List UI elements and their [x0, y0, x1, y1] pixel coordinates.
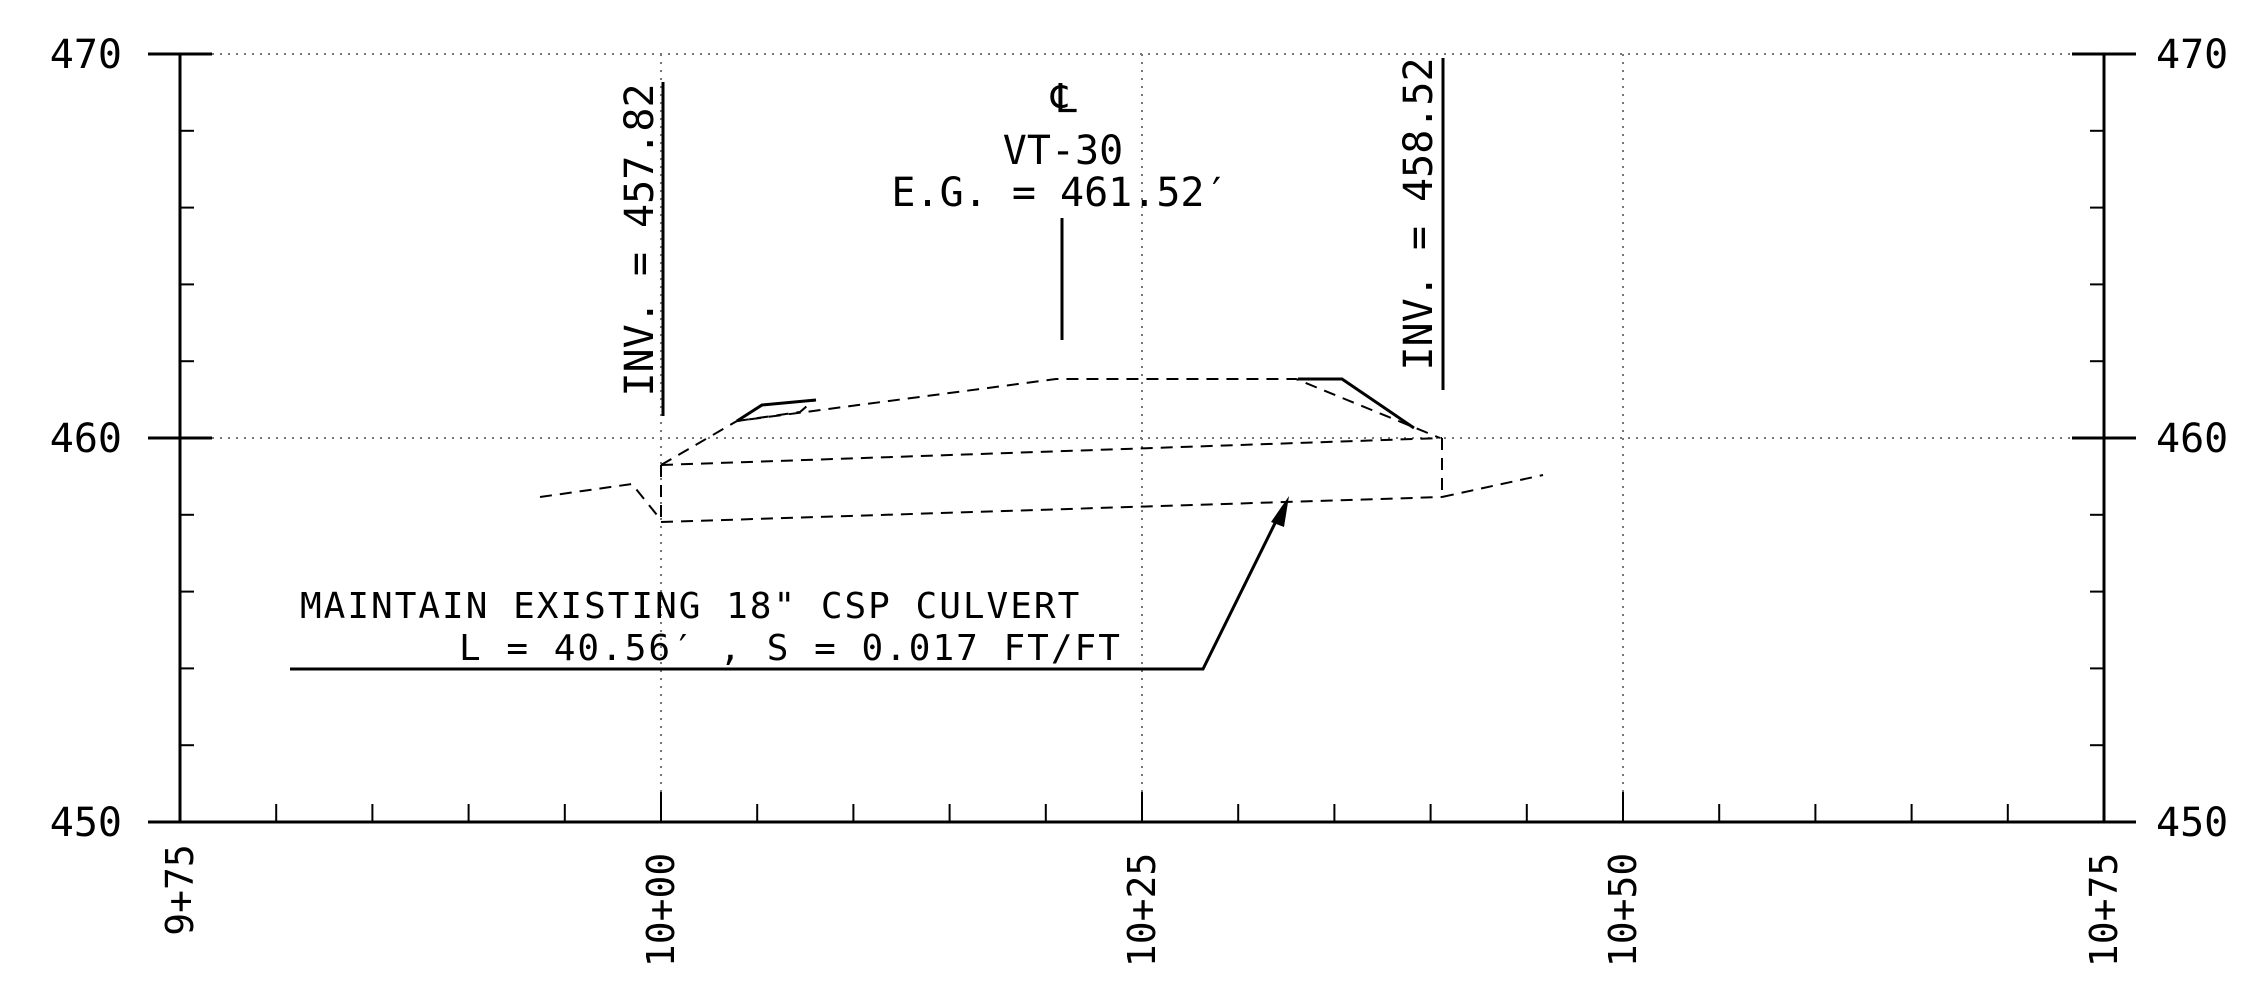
station-label-1075: 10+75	[2082, 853, 2126, 967]
road-edge-right	[1298, 377, 1415, 430]
note-line-2: L = 40.56′ , S = 0.017 FT/FT	[459, 628, 1122, 669]
existing-ground-elevation: E.G. = 461.52′	[891, 170, 1228, 216]
station-label-1050: 10+50	[1601, 853, 1645, 967]
road-edges	[736, 377, 1415, 430]
minor-ticks	[180, 129, 2104, 822]
elev-label-460-left: 460	[50, 416, 122, 462]
elev-label-470-right: 470	[2156, 32, 2228, 78]
culvert-note: MAINTAIN EXISTING 18" CSP CULVERT L = 40…	[290, 496, 1289, 671]
existing-profile	[539, 378, 1544, 523]
road-surface-dashed	[660, 378, 1441, 466]
right-invert-label: INV. = 458.52	[1396, 57, 1442, 370]
elev-label-460-right: 460	[2156, 416, 2228, 462]
arrowhead-icon	[1271, 496, 1289, 527]
note-leader	[290, 506, 1285, 671]
note-line-1: MAINTAIN EXISTING 18" CSP CULVERT	[300, 586, 1081, 627]
invert-leaders	[661, 58, 1445, 416]
centerline-symbol: ℄	[1050, 76, 1077, 122]
culvert-invert	[660, 496, 1443, 523]
elev-label-450-right: 450	[2156, 800, 2228, 846]
existing-ground-right	[1441, 474, 1544, 498]
elev-label-470-left: 470	[50, 32, 122, 78]
road-edge-left	[736, 398, 817, 423]
centerline-name: VT-30	[1003, 128, 1123, 174]
left-invert-label: INV. = 457.82	[617, 83, 663, 396]
road-shoulder-dashed	[736, 399, 815, 422]
station-label-975: 9+75	[158, 844, 202, 936]
station-label-1025: 10+25	[1120, 853, 1164, 967]
centerline-callout: ℄ VT-30 E.G. = 461.52′	[891, 76, 1228, 216]
culvert-top	[660, 437, 1443, 466]
elev-label-450-left: 450	[50, 800, 122, 846]
station-labels: 9+75 10+00 10+25 10+50 10+75	[158, 844, 2126, 967]
station-label-1000: 10+00	[639, 853, 683, 967]
elevation-labels: 470 460 450 470 460 450	[50, 32, 2229, 846]
existing-ground-left	[539, 482, 662, 521]
grid	[180, 53, 2104, 822]
